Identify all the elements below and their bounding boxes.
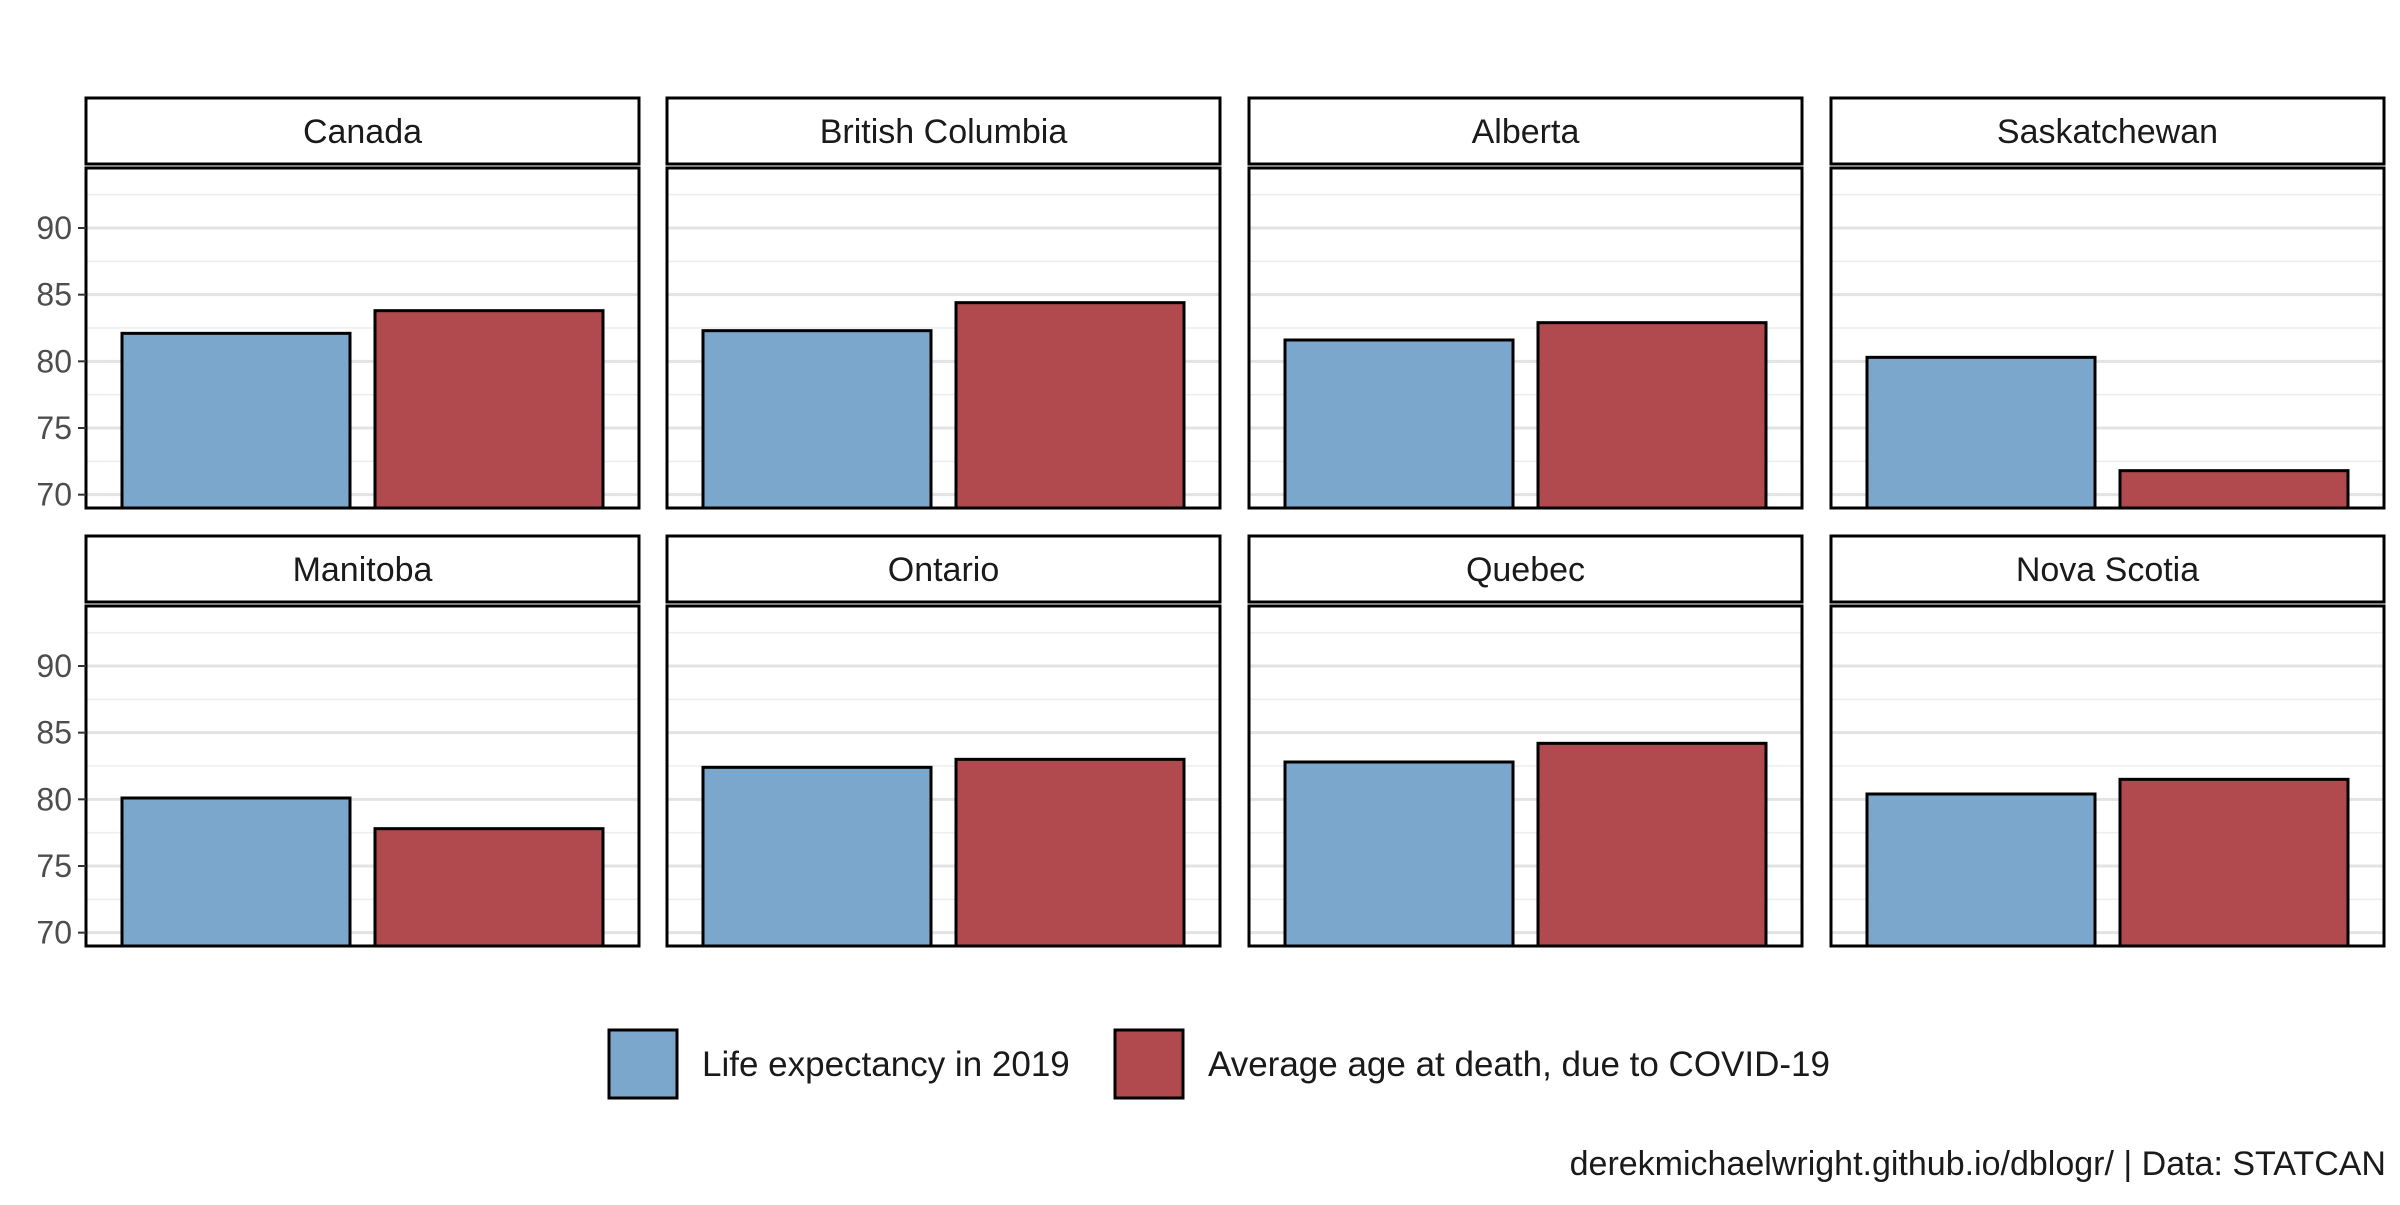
facet-strip-saskatchewan bbox=[1829, 96, 2386, 166]
bar-canada-life bbox=[120, 331, 352, 510]
panel-border-saskatchewan bbox=[1829, 166, 2386, 510]
panel-border-british-columbia bbox=[665, 166, 1222, 510]
bar-canada-covid bbox=[373, 309, 605, 510]
bar-nova-scotia-life bbox=[1865, 792, 2097, 948]
bar-saskatchewan-covid bbox=[2118, 469, 2350, 510]
panel-border-ontario bbox=[665, 604, 1222, 948]
legend-label-covid: Average age at death, due to COVID-19 bbox=[1208, 1045, 1830, 1084]
bar-british-columbia-life bbox=[701, 329, 933, 510]
bar-manitoba-covid bbox=[373, 827, 605, 948]
bar-ontario-covid bbox=[954, 757, 1186, 948]
y-tick-label: 85 bbox=[36, 715, 72, 751]
y-tick-label: 70 bbox=[36, 915, 72, 951]
panel-border-manitoba bbox=[84, 604, 641, 948]
bar-nova-scotia-covid bbox=[2118, 777, 2350, 948]
facet-strip-canada bbox=[84, 96, 641, 166]
facet-strip-alberta bbox=[1247, 96, 1804, 166]
y-tick-label: 90 bbox=[36, 648, 72, 684]
panel-border-canada bbox=[84, 166, 641, 510]
facet-title-ontario: Ontario bbox=[888, 551, 1000, 589]
facet-strip-quebec bbox=[1247, 534, 1804, 604]
facet-strip-british-columbia bbox=[665, 96, 1222, 166]
chart-caption: derekmichaelwright.github.io/dblogr/ | D… bbox=[1570, 1145, 2386, 1183]
y-tick-label: 85 bbox=[36, 277, 72, 313]
facet-title-quebec: Quebec bbox=[1466, 551, 1585, 589]
panel-border-quebec bbox=[1247, 604, 1804, 948]
facet-title-nova-scotia: Nova Scotia bbox=[2016, 551, 2199, 589]
bar-saskatchewan-life bbox=[1865, 355, 2097, 510]
legend-key-covid bbox=[1113, 1028, 1185, 1100]
bar-alberta-life bbox=[1283, 338, 1515, 510]
panel-border-alberta bbox=[1247, 166, 1804, 510]
legend-key-life bbox=[607, 1028, 679, 1100]
facet-strip-nova-scotia bbox=[1829, 534, 2386, 604]
bar-alberta-covid bbox=[1536, 321, 1768, 510]
y-tick-label: 80 bbox=[36, 781, 72, 817]
bar-quebec-covid bbox=[1536, 741, 1768, 948]
bar-british-columbia-covid bbox=[954, 301, 1186, 510]
facet-title-manitoba: Manitoba bbox=[293, 551, 433, 589]
y-tick-label: 75 bbox=[36, 410, 72, 446]
y-tick-label: 75 bbox=[36, 848, 72, 884]
panel-border-nova-scotia bbox=[1829, 604, 2386, 948]
facet-title-british-columbia: British Columbia bbox=[820, 113, 1068, 151]
facet-title-alberta: Alberta bbox=[1472, 113, 1580, 151]
facet-strip-ontario bbox=[665, 534, 1222, 604]
facet-strip-manitoba bbox=[84, 534, 641, 604]
bar-ontario-life bbox=[701, 765, 933, 948]
bar-manitoba-life bbox=[120, 796, 352, 948]
y-tick-label: 90 bbox=[36, 210, 72, 246]
y-tick-label: 70 bbox=[36, 477, 72, 513]
bar-quebec-life bbox=[1283, 760, 1515, 948]
y-tick-label: 80 bbox=[36, 343, 72, 379]
legend-label-life: Life expectancy in 2019 bbox=[702, 1045, 1070, 1084]
facet-title-canada: Canada bbox=[303, 113, 422, 151]
facet-title-saskatchewan: Saskatchewan bbox=[1997, 113, 2218, 151]
